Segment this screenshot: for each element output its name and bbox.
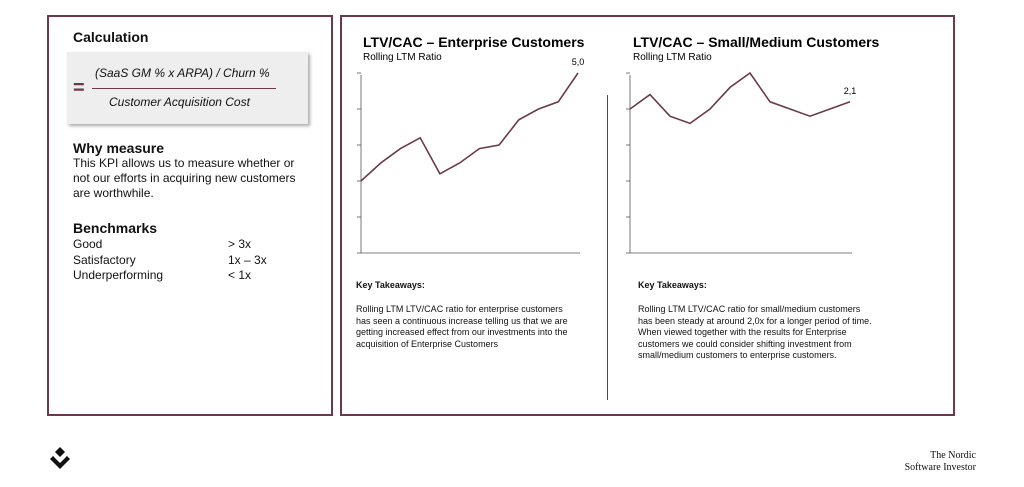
takeaway-title: Key Takeaways: — [356, 280, 425, 290]
chart-title: LTV/CAC – Small/Medium Customers — [633, 34, 880, 50]
chart-title: LTV/CAC – Enterprise Customers — [363, 34, 585, 50]
fraction-line — [92, 88, 276, 89]
bench-title: Benchmarks — [73, 220, 158, 236]
brand-line: The Nordic — [930, 450, 976, 461]
bench-label: Underperforming — [73, 268, 164, 282]
right-panel — [340, 15, 955, 416]
bench-label: Good — [73, 237, 103, 251]
chart-subtitle: Rolling LTM Ratio — [363, 52, 442, 63]
bench-value: > 3x — [228, 237, 252, 251]
bench-value: 1x – 3x — [228, 252, 267, 267]
takeaway-text: Rolling LTM LTV/CAC ratio for small/medi… — [638, 304, 872, 360]
series-line — [360, 72, 579, 182]
footer-brand: The Nordic Software Investor — [905, 450, 976, 474]
value-label: 5,0 — [572, 57, 585, 67]
numerator: (SaaS GM % x ARPA) / Churn % — [95, 66, 270, 80]
series-line — [629, 71, 851, 125]
logo — [50, 447, 70, 469]
chart-subtitle: Rolling LTM Ratio — [633, 52, 712, 63]
calc-title: Calculation — [73, 29, 149, 45]
brand-line: Software Investor — [904, 462, 976, 473]
denominator: Customer Acquisition Cost — [109, 95, 250, 109]
why-title: Why measure — [73, 140, 165, 156]
left-panel — [47, 15, 333, 416]
takeaway-title: Key Takeaways: — [638, 280, 707, 290]
why-text: This KPI allows us to measure whether or… — [73, 156, 296, 200]
bench-value: < 1x — [228, 268, 252, 282]
equals: = — [73, 77, 85, 99]
takeaway-text: Rolling LTM LTV/CAC ratio for enterprise… — [356, 304, 568, 349]
bench-label: Satisfactory — [73, 252, 136, 267]
value-label: 2,1 — [844, 86, 857, 96]
divider — [607, 95, 608, 400]
